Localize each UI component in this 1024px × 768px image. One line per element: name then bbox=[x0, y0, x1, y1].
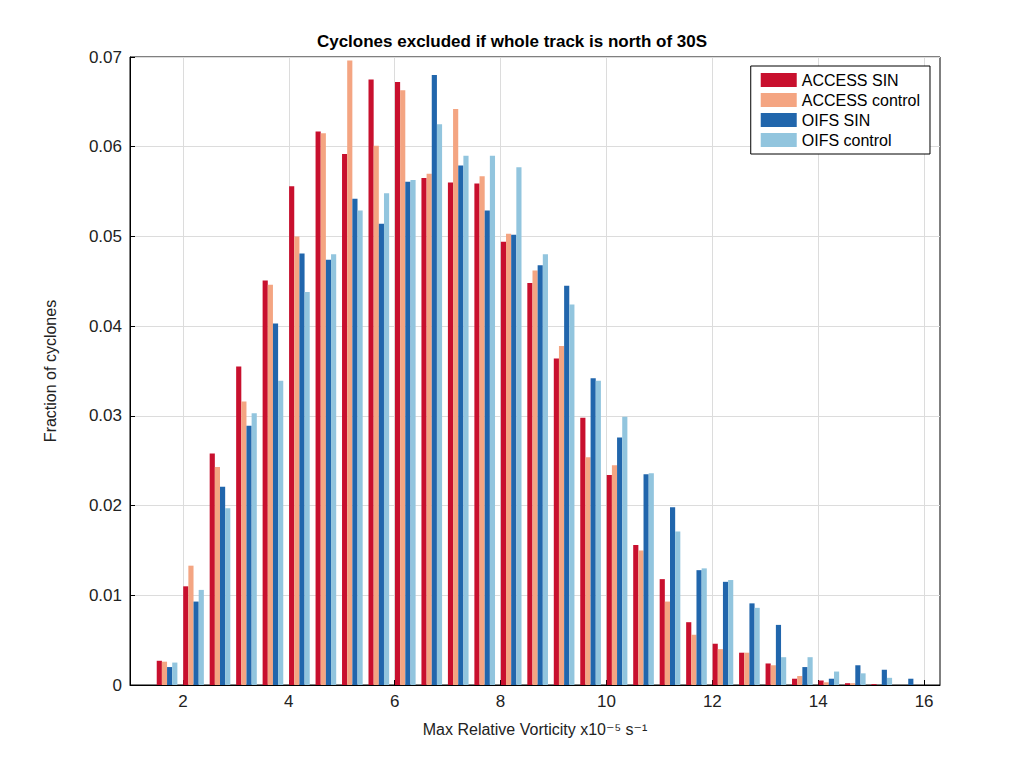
svg-text:12: 12 bbox=[703, 692, 722, 711]
svg-text:Max Relative Vorticity x10⁻⁵ s: Max Relative Vorticity x10⁻⁵ s⁻¹ bbox=[423, 721, 647, 738]
svg-text:ACCESS SIN: ACCESS SIN bbox=[802, 72, 899, 89]
svg-text:10: 10 bbox=[597, 692, 616, 711]
svg-text:OIFS SIN: OIFS SIN bbox=[802, 112, 870, 129]
svg-text:0.04: 0.04 bbox=[89, 317, 122, 336]
svg-text:Cyclones excluded if whole tra: Cyclones excluded if whole track is nort… bbox=[317, 32, 707, 51]
svg-text:0.02: 0.02 bbox=[89, 496, 122, 515]
svg-text:4: 4 bbox=[284, 692, 293, 711]
svg-text:16: 16 bbox=[915, 692, 934, 711]
svg-text:0.07: 0.07 bbox=[89, 48, 122, 67]
svg-text:0.05: 0.05 bbox=[89, 227, 122, 246]
svg-text:6: 6 bbox=[390, 692, 399, 711]
svg-text:0.06: 0.06 bbox=[89, 137, 122, 156]
svg-text:2: 2 bbox=[178, 692, 187, 711]
svg-text:Fraction of cyclones: Fraction of cyclones bbox=[42, 300, 59, 442]
svg-text:14: 14 bbox=[809, 692, 828, 711]
svg-text:OIFS control: OIFS control bbox=[802, 132, 892, 149]
svg-text:0.01: 0.01 bbox=[89, 586, 122, 605]
svg-text:0: 0 bbox=[113, 676, 122, 695]
svg-text:0.03: 0.03 bbox=[89, 406, 122, 425]
svg-text:8: 8 bbox=[496, 692, 505, 711]
svg-text:ACCESS control: ACCESS control bbox=[802, 92, 920, 109]
